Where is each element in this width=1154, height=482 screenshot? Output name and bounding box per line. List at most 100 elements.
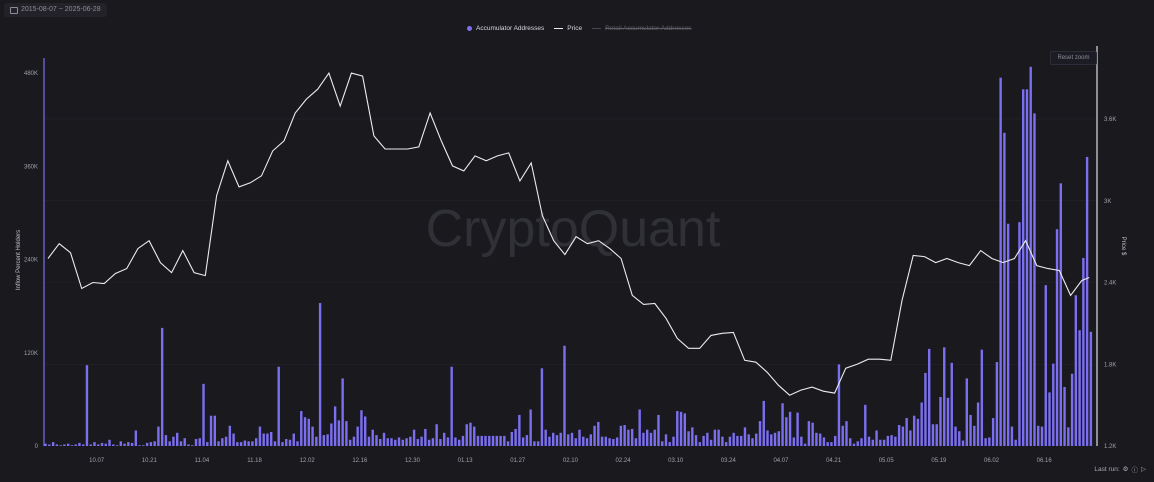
bar [559,432,562,446]
bar [375,435,378,446]
bar [59,445,62,446]
bar [424,428,427,446]
bar [1089,331,1093,446]
date-range-text: 2015-08-07 ~ 2025-06-28 [21,6,101,13]
bar [360,410,363,446]
legend-line-icon [592,27,602,30]
bar [867,436,871,446]
bar [597,421,600,446]
bar [1025,89,1029,446]
bar [251,441,254,446]
bar [333,406,337,446]
bar [627,429,630,446]
bar [721,436,724,446]
bar [1074,295,1078,446]
bar [217,441,220,446]
bar [931,424,935,446]
legend-label: Price [567,25,583,32]
bar [1070,373,1074,446]
bar [480,435,483,446]
bar [1067,427,1070,446]
bar [909,430,912,446]
bar [187,444,190,446]
bar [837,364,841,446]
bar [300,411,303,446]
bar [352,436,356,446]
bar [533,441,536,446]
grid [44,118,1097,365]
calendar-icon [10,6,18,14]
bar [717,429,720,446]
bar [371,429,374,446]
bar [510,432,514,446]
bar [830,442,833,446]
bar [811,422,814,446]
bar [345,421,348,446]
right-ticks: 1.2K 1.8K 2.4K 3K 3.6K [1104,117,1116,450]
bar [567,434,570,446]
bar [976,402,980,446]
bar [112,444,115,446]
bar [254,438,258,446]
bar [473,426,476,446]
bar [469,422,472,446]
play-icon[interactable]: ▷ [1141,466,1146,473]
bar [882,439,886,446]
bar [108,439,111,446]
x-tick-label: 02.10 [563,458,579,464]
bar [796,412,799,446]
right-tick-label: 3K [1104,199,1111,205]
bar [100,442,104,446]
legend-accumulator-addresses[interactable]: Accumulator Addresses [467,25,544,32]
bar [266,433,269,446]
bar [905,418,908,446]
x-tick-label: 12.16 [352,458,368,464]
bar [646,429,649,446]
bar [570,432,574,446]
bar [228,425,232,446]
bars [44,66,1093,447]
bar [1085,156,1089,447]
bar [691,427,694,446]
x-tick-label: 03.10 [668,458,684,464]
bar [435,424,438,446]
bar [465,424,468,446]
bar [679,411,683,446]
settings-icon[interactable]: ⚙ [1122,466,1129,473]
bar [514,428,517,446]
bar [973,425,976,446]
bar [394,439,397,446]
bar [706,432,709,446]
bar [1055,229,1059,446]
bar [281,442,284,446]
bar [1010,426,1014,446]
legend-retail-accumulator-addresses[interactable]: Retail Accumulator Addresses [592,25,691,32]
info-icon[interactable]: ⓘ [1131,467,1139,474]
bar [337,420,341,446]
price-line [47,71,1090,396]
bar [758,421,762,446]
date-range-picker[interactable]: 2015-08-07 ~ 2025-06-28 [4,3,107,17]
bar [495,435,498,446]
bar [194,439,198,446]
legend: Accumulator Addresses Price Retail Accum… [467,25,691,32]
bar [288,439,292,446]
bar [724,442,728,446]
bar [127,442,130,446]
legend-price[interactable]: Price [554,25,582,32]
reset-zoom-button[interactable]: Reset zoom [1050,51,1097,65]
bar [946,397,950,446]
bar [74,444,77,446]
bar [431,438,435,446]
bar [574,438,577,446]
left-axis-label: Inflow Percent Holders [16,230,22,290]
bar [416,439,420,446]
bar [585,438,589,446]
left-ticks: 0 120K 240K 360K 480K [24,71,39,450]
bar [856,441,859,446]
bar [1006,223,1010,446]
bar [995,362,999,446]
bar [536,441,540,446]
bar [160,327,164,446]
